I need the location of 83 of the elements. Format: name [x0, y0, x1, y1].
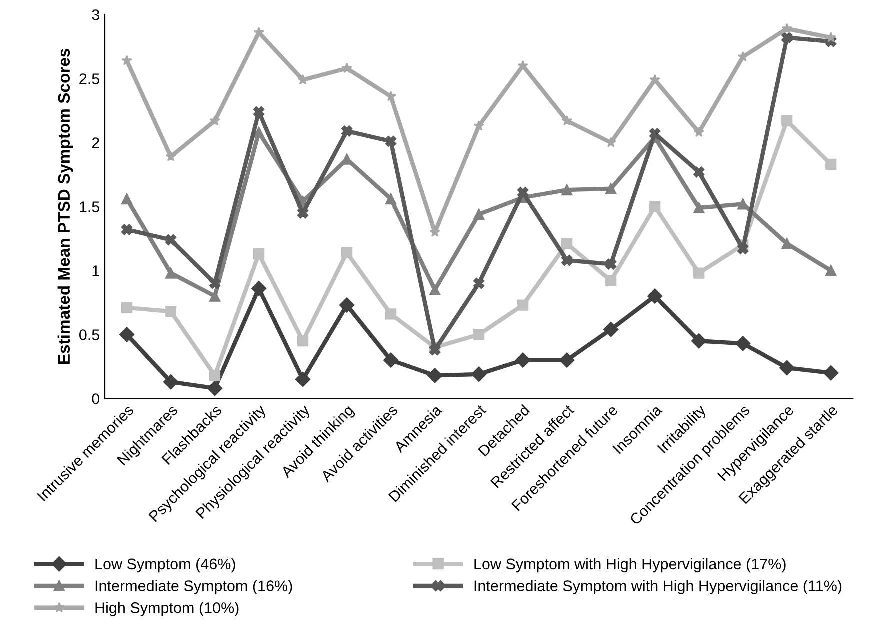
point — [736, 336, 751, 352]
legend-label: Intermediate Symptom (16%) — [96, 580, 292, 595]
point — [474, 278, 485, 290]
point — [430, 284, 441, 296]
point — [562, 254, 573, 266]
point — [694, 126, 704, 138]
point — [562, 184, 573, 196]
point — [122, 55, 132, 66]
point — [606, 258, 617, 270]
point — [782, 238, 793, 250]
point — [780, 360, 795, 376]
point — [427, 368, 443, 384]
point — [430, 344, 441, 356]
y-tick-label: 2.5 — [80, 74, 100, 84]
point — [386, 91, 396, 102]
point — [606, 275, 617, 287]
point — [119, 327, 135, 342]
legend-label: High Symptom (10%) — [96, 602, 239, 616]
point — [562, 238, 573, 250]
point — [650, 128, 661, 140]
point — [385, 308, 397, 320]
point — [121, 193, 133, 205]
point — [738, 51, 748, 62]
point — [474, 120, 484, 131]
point — [341, 126, 353, 137]
y-tick-label: 0 — [92, 394, 100, 404]
point — [471, 366, 487, 382]
point — [782, 32, 793, 44]
point — [738, 243, 749, 255]
point — [166, 151, 176, 162]
point — [824, 366, 839, 381]
point — [253, 126, 265, 138]
point — [692, 334, 707, 349]
point — [385, 193, 397, 205]
point — [207, 380, 223, 396]
y-tick-label: 2 — [92, 138, 100, 148]
point — [297, 208, 309, 219]
point — [210, 115, 220, 126]
point — [826, 158, 837, 170]
point — [209, 278, 221, 290]
point — [385, 136, 397, 147]
point — [516, 352, 531, 368]
legend-label: Low Symptom (46%) — [96, 558, 236, 573]
point — [518, 187, 529, 198]
point — [694, 268, 705, 279]
point — [474, 208, 485, 220]
y-tick-label: 1.5 — [80, 202, 100, 212]
point — [165, 306, 177, 318]
point — [606, 183, 617, 194]
point — [826, 265, 837, 276]
point — [560, 352, 575, 368]
point — [342, 62, 352, 74]
point — [251, 281, 267, 296]
point — [121, 302, 133, 314]
point — [562, 115, 572, 126]
legend-label: Low Symptom with High Hypervigilance (17%) — [474, 558, 786, 573]
point — [694, 166, 705, 178]
y-tick-label: 0.5 — [80, 330, 100, 340]
legend-label: Intermediate Symptom with High Hypervigilance (11%) — [474, 580, 842, 595]
point — [163, 374, 179, 390]
point — [295, 372, 311, 388]
point — [339, 298, 355, 313]
y-tick-label: 3 — [92, 10, 100, 20]
point — [341, 247, 353, 258]
point — [650, 201, 661, 212]
point — [253, 106, 265, 118]
point — [165, 268, 177, 279]
point — [694, 202, 705, 214]
point — [604, 322, 619, 338]
y-axis-title: Estimated Mean PTSD Symptom Scores — [58, 49, 74, 364]
point — [648, 288, 663, 304]
point — [782, 115, 793, 127]
point — [474, 329, 485, 340]
point — [518, 300, 529, 311]
point — [253, 248, 265, 260]
point — [383, 352, 399, 368]
y-tick-label: 1 — [92, 266, 100, 276]
point — [121, 224, 133, 236]
point — [297, 336, 309, 347]
point — [782, 23, 792, 34]
point — [165, 234, 177, 246]
point — [209, 370, 221, 382]
point — [209, 290, 221, 302]
